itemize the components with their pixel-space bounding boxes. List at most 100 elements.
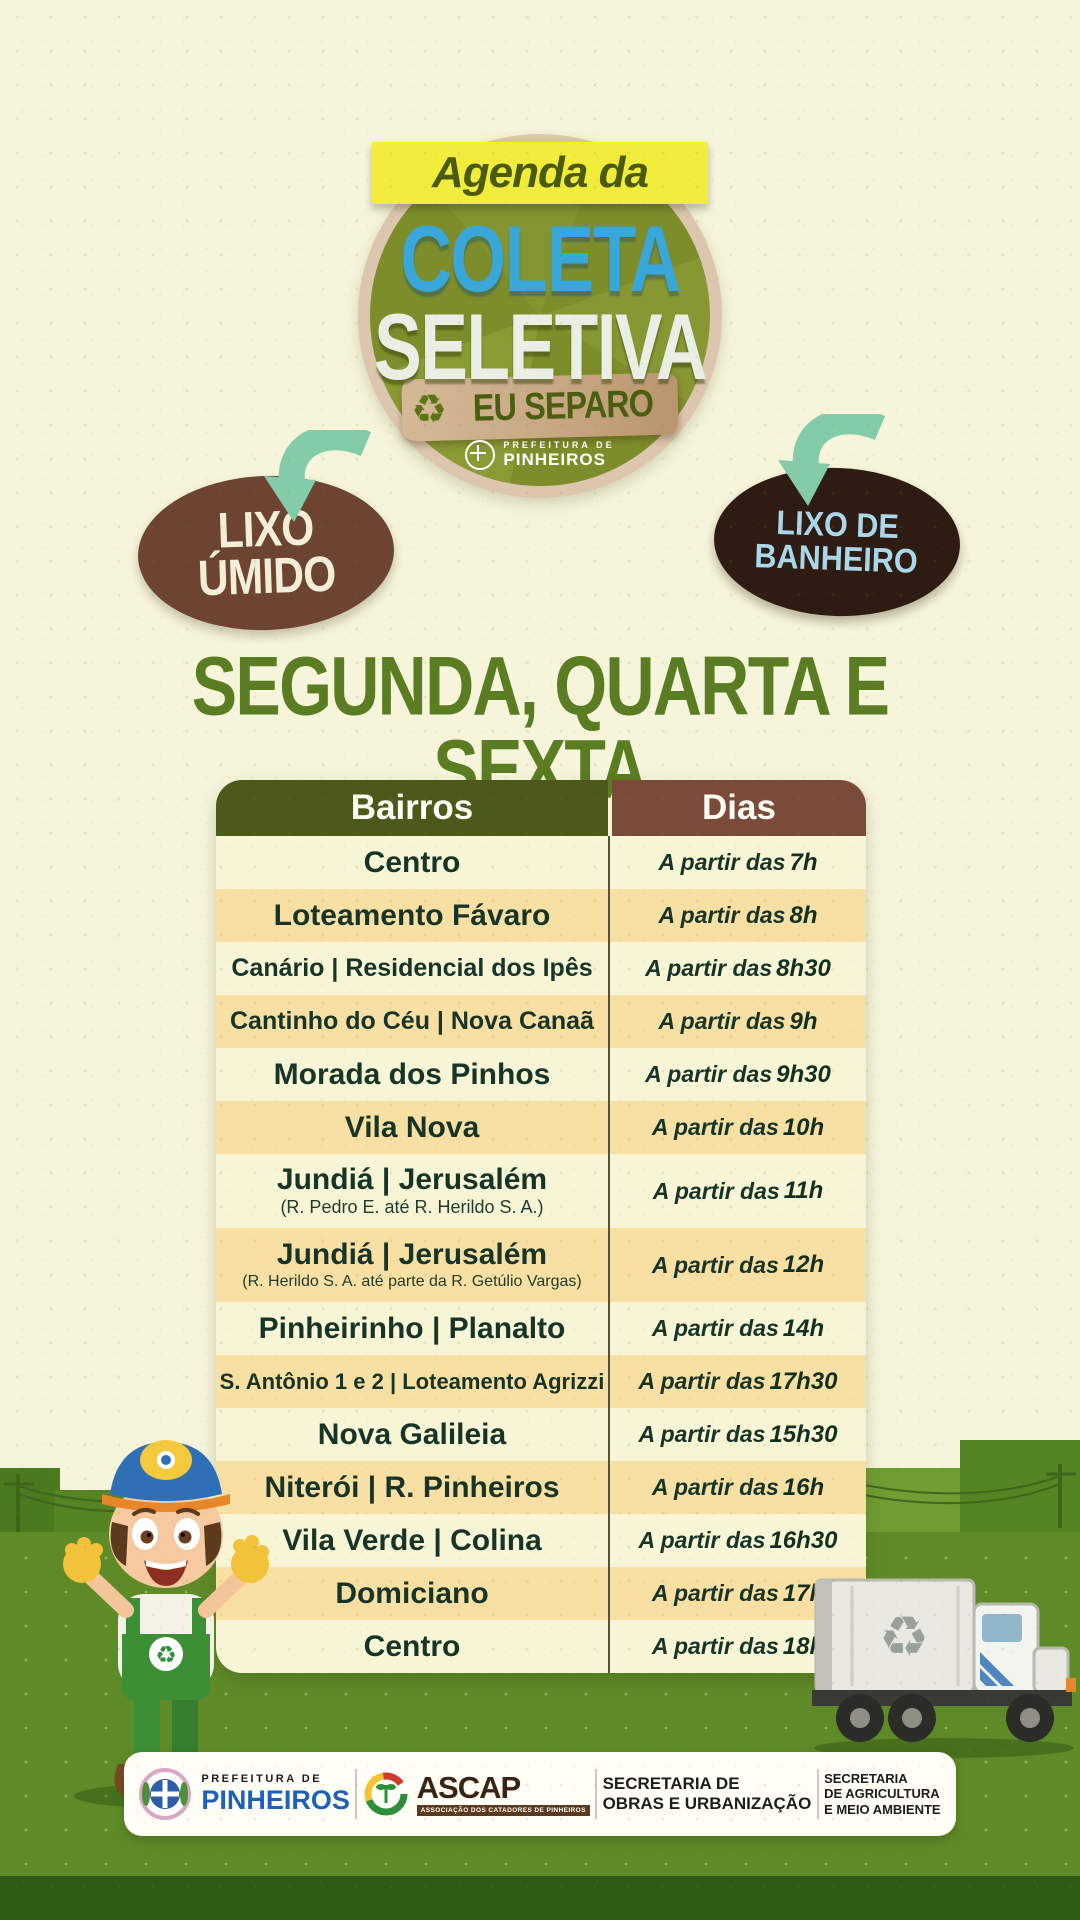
table-header: Bairros Dias bbox=[216, 780, 866, 836]
bairro-cell: Vila Verde | Colina bbox=[216, 1514, 610, 1567]
divider bbox=[595, 1769, 598, 1819]
secretaria-agricultura-line3: E MEIO AMBIENTE bbox=[824, 1801, 941, 1817]
bairro-name: Nova Galileia bbox=[317, 1417, 507, 1451]
bairro-name: Vila Nova bbox=[344, 1110, 480, 1144]
time-prefix: A partir das bbox=[651, 1251, 779, 1278]
bairro-name: Cantinho do Céu | Nova Canaã bbox=[230, 1007, 594, 1036]
pinheiros-crest-icon bbox=[139, 1768, 192, 1820]
time-prefix: A partir das bbox=[651, 1633, 779, 1659]
time-value: 12h bbox=[782, 1251, 825, 1278]
table-row: Pinheirinho | Planalto A partir das 14h bbox=[216, 1302, 866, 1355]
lixo-banheiro-line2: BANHEIRO bbox=[754, 537, 919, 581]
column-header-bairros: Bairros bbox=[216, 780, 608, 836]
time-prefix: A partir das bbox=[638, 1527, 766, 1553]
title-seletiva: SELETIVA bbox=[374, 294, 707, 399]
table-row: Jundiá | Jerusalém (R. Herildo S. A. até … bbox=[216, 1228, 866, 1302]
bairro-cell: Jundiá | Jerusalém (R. Pedro E. até R. He… bbox=[216, 1154, 610, 1228]
bottom-strip bbox=[0, 1876, 1080, 1920]
arrow-down-left-icon bbox=[264, 430, 372, 522]
bairro-cell: Domiciano bbox=[216, 1567, 610, 1620]
bairro-cell: Morada dos Pinhos bbox=[216, 1048, 610, 1101]
time-prefix: A partir das bbox=[658, 902, 786, 928]
time-value: 14h bbox=[782, 1314, 825, 1342]
time-prefix: A partir das bbox=[645, 1061, 773, 1087]
time-prefix: A partir das bbox=[638, 1421, 766, 1447]
prefeitura-footer-name: PINHEIROS bbox=[201, 1784, 350, 1815]
time-prefix: A partir das bbox=[658, 849, 786, 875]
ascap-logo: ASCAP ASSOCIAÇÃO DOS CATADORES DE PINHEI… bbox=[363, 1771, 590, 1817]
time-value: 15h30 bbox=[769, 1420, 838, 1448]
title-coleta: COLETA bbox=[400, 206, 681, 311]
table-row: Loteamento Fávaro A partir das 8h bbox=[216, 889, 866, 942]
lixo-umido-line2: ÚMIDO bbox=[197, 545, 337, 607]
bairro-name: Centro bbox=[363, 1629, 461, 1663]
schedule-table-body: Centro A partir das 7h Loteamento Fávaro A p… bbox=[216, 836, 866, 1673]
bairro-detail: (R. Herildo S. A. até parte da R. Getúli… bbox=[242, 1272, 582, 1290]
schedule-table: Bairros Dias Centro A partir das 7h Loteame… bbox=[216, 780, 866, 1673]
secretaria-obras-line1: SECRETARIA DE bbox=[602, 1774, 740, 1794]
time-cell: A partir das 7h bbox=[610, 836, 866, 889]
bairro-cell: Jundiá | Jerusalém (R. Herildo S. A. até … bbox=[216, 1228, 610, 1302]
time-prefix: A partir das bbox=[645, 955, 773, 981]
time-cell: A partir das 16h bbox=[610, 1461, 866, 1514]
time-value: 9h30 bbox=[776, 1060, 831, 1088]
recycling-mascot: ♻ bbox=[63, 1440, 269, 1808]
time-prefix: A partir das bbox=[638, 1368, 766, 1394]
agenda-banner: Agenda da bbox=[372, 142, 708, 204]
time-value: 16h bbox=[782, 1473, 825, 1501]
time-value: 17h30 bbox=[769, 1367, 838, 1395]
time-value: 8h30 bbox=[776, 954, 831, 982]
table-row: Centro A partir das 18h bbox=[216, 1620, 866, 1673]
bairro-name: Jundiá | Jerusalém bbox=[276, 1238, 548, 1272]
svg-text:♻: ♻ bbox=[879, 1605, 929, 1668]
time-prefix: A partir das bbox=[652, 1177, 780, 1204]
secretaria-agricultura-line2: DE AGRICULTURA bbox=[824, 1786, 940, 1802]
bairro-cell: Cantinho do Céu | Nova Canaã bbox=[216, 995, 610, 1048]
table-row: Nova Galileia A partir das 15h30 bbox=[216, 1408, 866, 1461]
column-header-dias: Dias bbox=[612, 780, 866, 836]
secretaria-obras-line2: OBRAS E URBANIZAÇÃO bbox=[602, 1794, 812, 1813]
bairro-cell: Centro bbox=[216, 1620, 610, 1673]
table-row: Canário | Residencial dos Ipês A partir d… bbox=[216, 942, 866, 995]
time-value: 16h30 bbox=[769, 1526, 838, 1554]
time-prefix: A partir das bbox=[658, 1008, 786, 1034]
bairro-name: Vila Verde | Colina bbox=[282, 1523, 542, 1557]
bairro-cell: S. Antônio 1 e 2 | Loteamento Agrizzi bbox=[216, 1355, 610, 1408]
bairro-name: Niterói | R. Pinheiros bbox=[264, 1470, 560, 1504]
table-row: Domiciano A partir das 17h bbox=[216, 1567, 866, 1620]
secretaria-agricultura-label: SECRETARIA DE AGRICULTURA E MEIO AMBIENT… bbox=[824, 1771, 941, 1818]
table-row: Niterói | R. Pinheiros A partir das 16h bbox=[216, 1461, 866, 1514]
prefeitura-footer-logo: PREFEITURA DE PINHEIROS bbox=[139, 1768, 350, 1820]
bairro-detail: (R. Pedro E. até R. Herildo S. A.) bbox=[280, 1196, 544, 1217]
time-prefix: A partir das bbox=[651, 1580, 779, 1606]
svg-text:♻: ♻ bbox=[155, 1642, 177, 1669]
time-cell: A partir das 8h bbox=[610, 889, 866, 942]
time-value: 8h bbox=[789, 901, 818, 929]
time-cell: A partir das 17h30 bbox=[610, 1355, 866, 1408]
divider bbox=[355, 1769, 358, 1819]
bairro-cell: Vila Nova bbox=[216, 1101, 610, 1154]
time-cell: A partir das 12h bbox=[610, 1228, 866, 1302]
bairro-name: Pinheirinho | Planalto bbox=[258, 1311, 566, 1345]
ascap-ring-icon bbox=[364, 1772, 408, 1816]
prefeitura-name-label: PINHEIROS bbox=[503, 450, 606, 469]
time-cell: A partir das 16h30 bbox=[610, 1514, 866, 1567]
table-row: Morada dos Pinhos A partir das 9h30 bbox=[216, 1048, 866, 1101]
table-row: S. Antônio 1 e 2 | Loteamento Agrizzi A p… bbox=[216, 1355, 866, 1408]
divider bbox=[816, 1769, 819, 1819]
bairro-cell: Niterói | R. Pinheiros bbox=[216, 1461, 610, 1514]
bairro-name: Jundiá | Jerusalém bbox=[276, 1163, 548, 1197]
prefeitura-footer-small: PREFEITURA DE bbox=[201, 1772, 323, 1785]
time-prefix: A partir das bbox=[651, 1315, 779, 1341]
table-row: Cantinho do Céu | Nova Canaã A partir das… bbox=[216, 995, 866, 1048]
table-row: Jundiá | Jerusalém (R. Pedro E. até R. He… bbox=[216, 1154, 866, 1228]
table-row: Vila Nova A partir das 10h bbox=[216, 1101, 866, 1154]
secretaria-agricultura-line1: SECRETARIA bbox=[824, 1770, 908, 1786]
ascap-name: ASCAP bbox=[416, 1770, 522, 1805]
arrow-down-left-icon bbox=[778, 414, 886, 506]
time-cell: A partir das 15h30 bbox=[610, 1408, 866, 1461]
bairro-cell: Loteamento Fávaro bbox=[216, 889, 610, 942]
time-cell: A partir das 10h bbox=[610, 1101, 866, 1154]
bairro-name: S. Antônio 1 e 2 | Loteamento Agrizzi bbox=[219, 1368, 605, 1394]
